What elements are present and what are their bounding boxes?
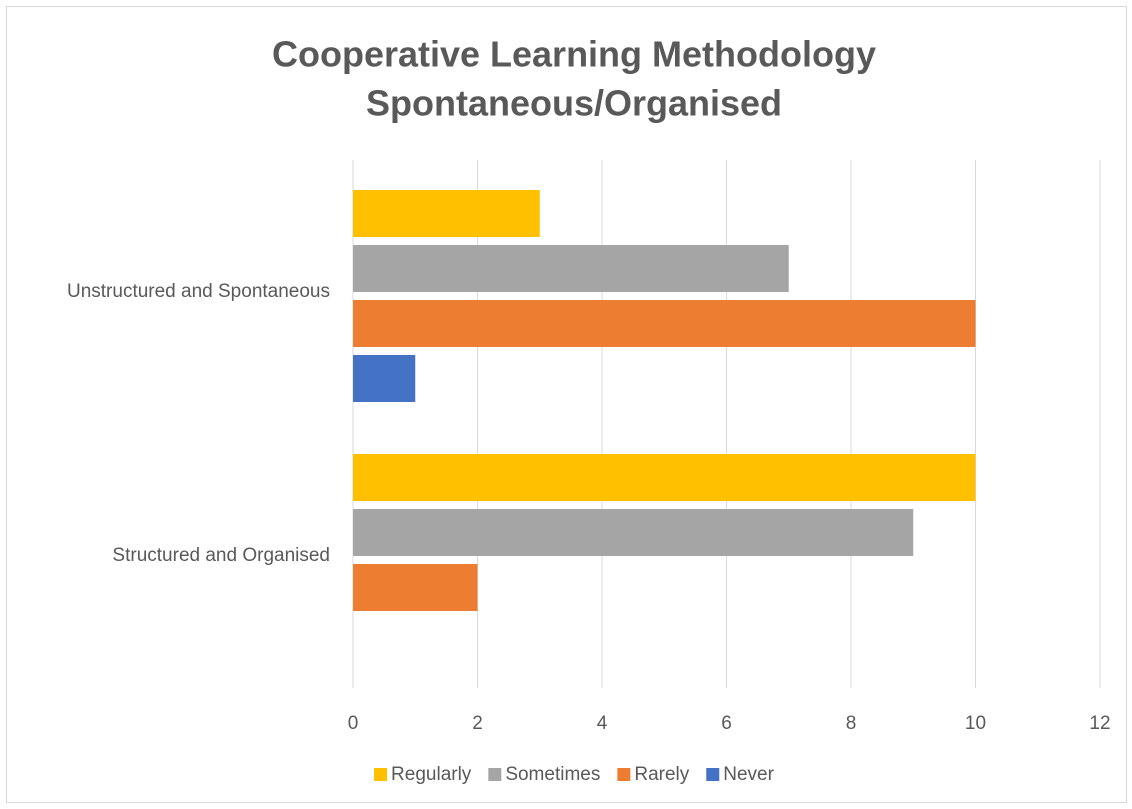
x-tick-label: 2 [472, 713, 483, 734]
x-tick-label: 4 [597, 713, 608, 734]
x-tick-label: 8 [846, 713, 857, 734]
chart-title: Spontaneous/Organised [366, 83, 782, 124]
bar [353, 355, 416, 402]
y-tick-label: Unstructured and Spontaneous [67, 281, 330, 302]
legend-swatch [706, 768, 720, 781]
chart-border [6, 6, 1127, 803]
bar [353, 245, 789, 292]
x-tick-label: 6 [721, 713, 732, 734]
bar [353, 300, 976, 347]
legend-label: Never [723, 764, 774, 785]
y-tick-label: Structured and Organised [112, 545, 330, 566]
legend-swatch [617, 768, 631, 781]
legend-swatch [488, 768, 502, 781]
bar [353, 564, 478, 611]
x-tick-label: 12 [1089, 713, 1110, 734]
legend-label: Regularly [391, 764, 472, 785]
bar [353, 454, 976, 501]
legend-label: Sometimes [505, 764, 600, 785]
legend-label: Rarely [634, 764, 689, 785]
chart-title: Cooperative Learning Methodology [272, 34, 876, 75]
legend-swatch [374, 768, 388, 781]
x-tick-label: 0 [348, 713, 359, 734]
bar [353, 190, 540, 237]
bar [353, 509, 914, 556]
x-tick-label: 10 [965, 713, 986, 734]
